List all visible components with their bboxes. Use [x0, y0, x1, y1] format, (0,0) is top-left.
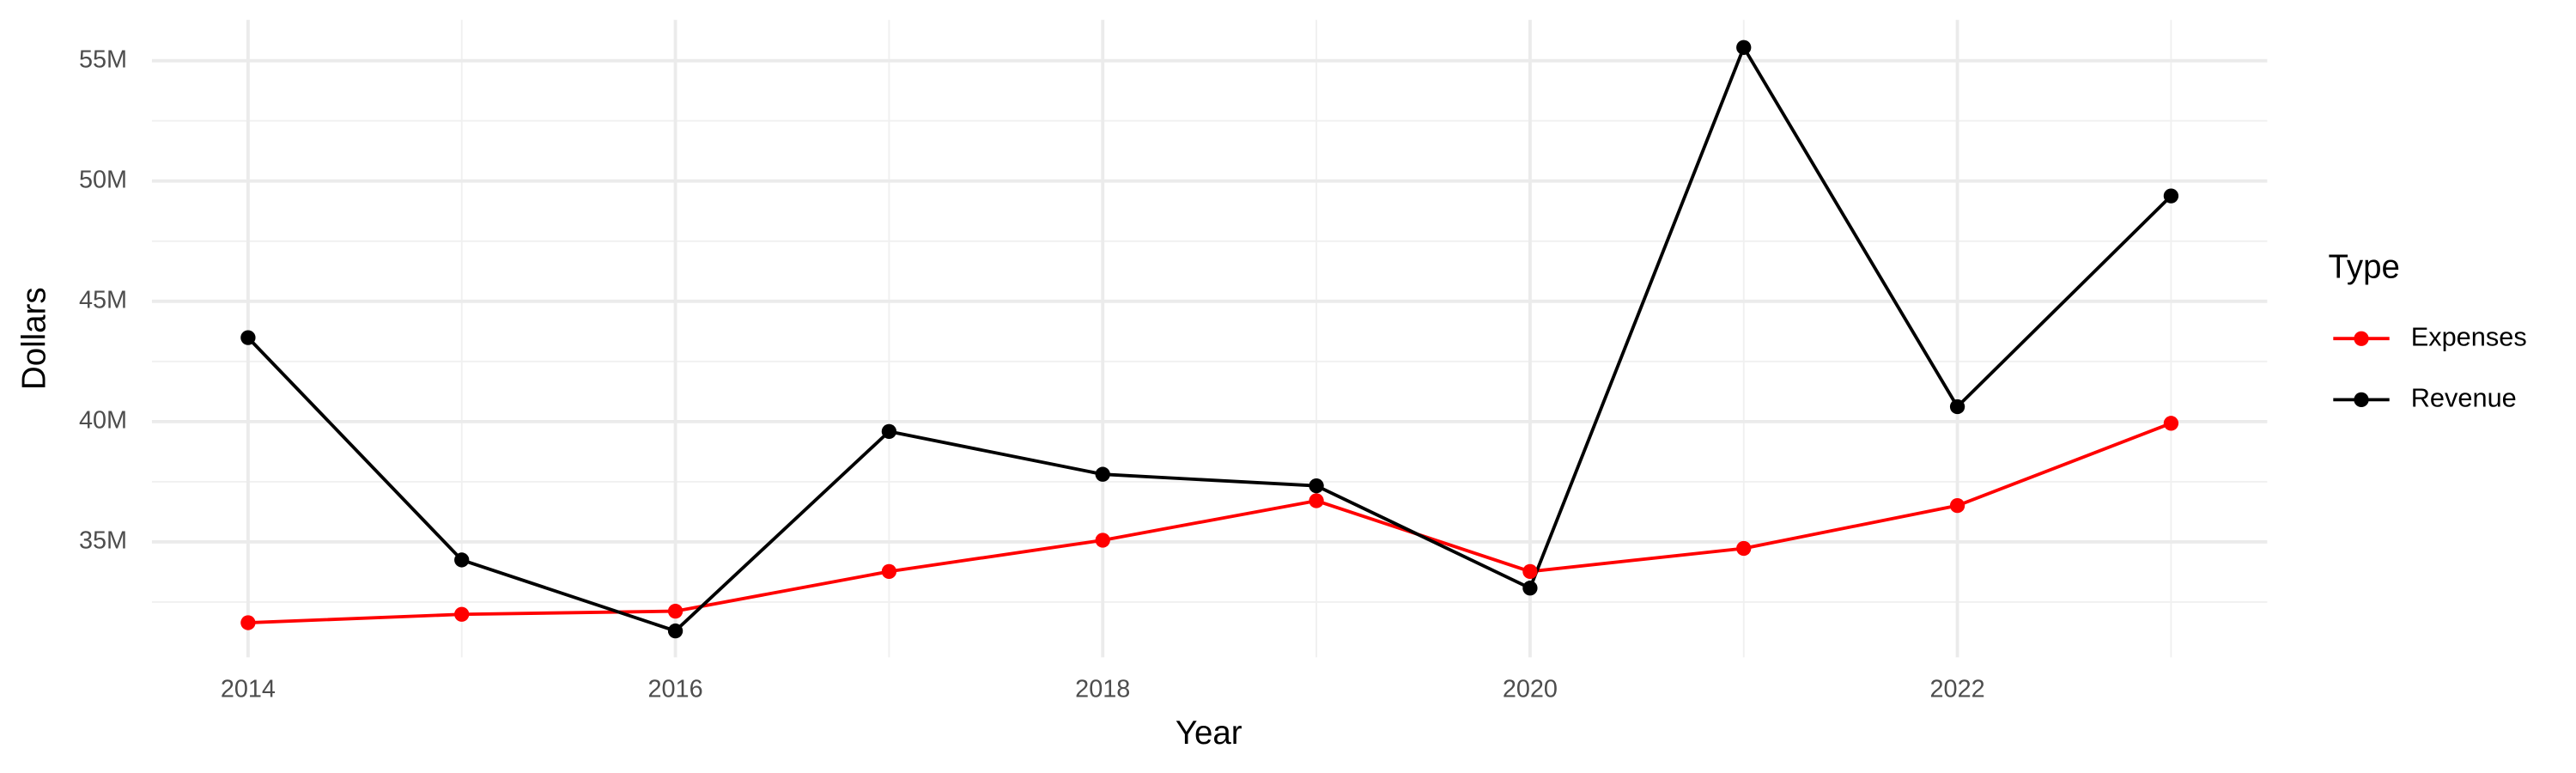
x-tick-label: 2014: [221, 675, 276, 703]
data-point: [1522, 581, 1538, 596]
data-point: [1522, 563, 1538, 580]
data-point: [454, 552, 470, 568]
data-point: [2163, 188, 2179, 204]
data-point: [667, 623, 683, 639]
data-point: [1309, 478, 1324, 494]
data-point: [881, 563, 897, 580]
x-tick-label: 2016: [647, 675, 702, 703]
y-axis-title: Dollars: [15, 287, 52, 390]
legend-point: [2354, 392, 2369, 408]
y-tick-label: 55M: [79, 46, 127, 73]
y-tick-label: 50M: [79, 166, 127, 193]
data-point: [1095, 533, 1110, 548]
data-point: [881, 423, 897, 440]
data-point: [1309, 493, 1324, 508]
data-point: [240, 615, 256, 630]
y-tick-label: 40M: [79, 406, 127, 434]
data-point: [1949, 497, 1965, 514]
y-tick-label: 45M: [79, 286, 127, 313]
legend-point: [2354, 331, 2369, 346]
data-point: [1095, 466, 1110, 482]
x-tick-label: 2020: [1503, 675, 1558, 703]
data-point: [2163, 416, 2179, 431]
data-point: [667, 603, 683, 619]
series-line: [247, 422, 2172, 624]
x-tick-label: 2022: [1930, 675, 1985, 703]
legend-label: Revenue: [2411, 383, 2517, 413]
data-point: [454, 606, 470, 622]
data-point: [1736, 540, 1752, 557]
legend-label: Expenses: [2411, 321, 2527, 351]
data-point: [240, 330, 256, 345]
legend-title: Type: [2329, 249, 2400, 286]
x-axis-title: Year: [1176, 715, 1242, 752]
y-tick-label: 35M: [79, 527, 127, 555]
data-point: [1949, 399, 1965, 415]
data-point: [1736, 40, 1752, 55]
x-tick-label: 2018: [1075, 675, 1130, 703]
series-line: [246, 43, 2172, 633]
